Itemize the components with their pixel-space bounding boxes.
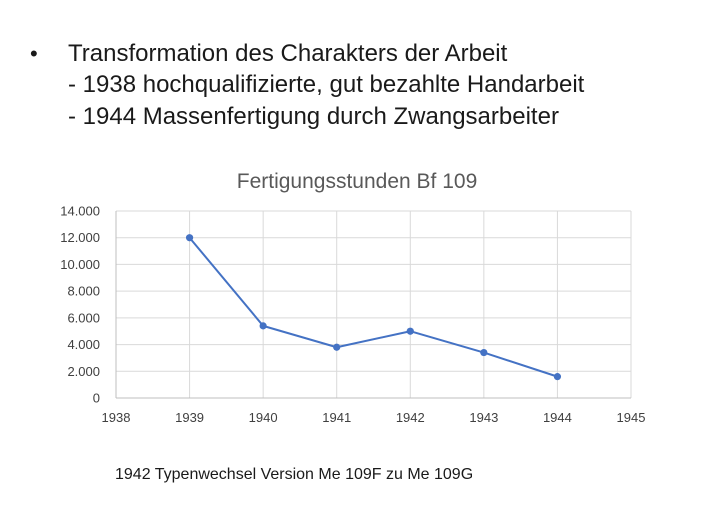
y-tick-label: 12.000 <box>60 230 100 245</box>
x-tick-label: 1942 <box>396 410 425 425</box>
y-tick-label: 14.000 <box>60 204 100 219</box>
bullet-symbol: • <box>30 41 38 66</box>
x-tick-label: 1943 <box>469 410 498 425</box>
gridlines <box>116 210 632 398</box>
footnote: 1942 Typenwechsel Version Me 109F zu Me … <box>115 466 474 483</box>
series-line <box>188 237 558 378</box>
x-tick-label: 1938 <box>102 410 131 425</box>
x-tick-label: 1941 <box>322 410 351 425</box>
y-tick-label: 4.000 <box>67 337 100 352</box>
bullet-item: • Transformation des Charakters der Arbe… <box>30 38 700 69</box>
data-point <box>406 327 414 335</box>
axes <box>115 211 631 399</box>
chart-title: Fertigungsstunden Bf 109 <box>237 170 478 193</box>
y-tick-label: 0 <box>93 391 100 406</box>
bullet-heading: Transformation des Charakters der Arbeit <box>68 40 508 67</box>
y-tick-label: 8.000 <box>67 284 100 299</box>
data-point <box>259 322 267 330</box>
line-chart: Fertigungsstunden Bf 109 0 2.000 4.000 6.00… <box>60 170 645 426</box>
data-point <box>185 234 194 242</box>
x-tick-label: 1939 <box>175 410 204 425</box>
x-tick-label: 1945 <box>617 410 646 425</box>
data-point <box>480 348 488 357</box>
y-tick-label: 6.000 <box>67 310 100 325</box>
x-tick-label: 1944 <box>543 410 572 425</box>
series <box>185 234 562 381</box>
tick-labels: 0 2.000 4.000 6.000 8.000 10.000 12.000 14.000 1… <box>60 204 645 426</box>
data-point <box>553 373 562 381</box>
y-tick-label: 10.000 <box>60 257 100 272</box>
sub-item: - 1938 hochqualifizierte, gut bezahlte H… <box>68 71 585 98</box>
x-tick-label: 1940 <box>249 410 278 425</box>
bullet-list: • Transformation des Charakters der Arbe… <box>30 38 700 133</box>
y-tick-label: 2.000 <box>67 364 100 379</box>
data-point <box>333 343 341 351</box>
sub-item: - 1944 Massenfertigung durch Zwangsarbei… <box>68 103 559 130</box>
